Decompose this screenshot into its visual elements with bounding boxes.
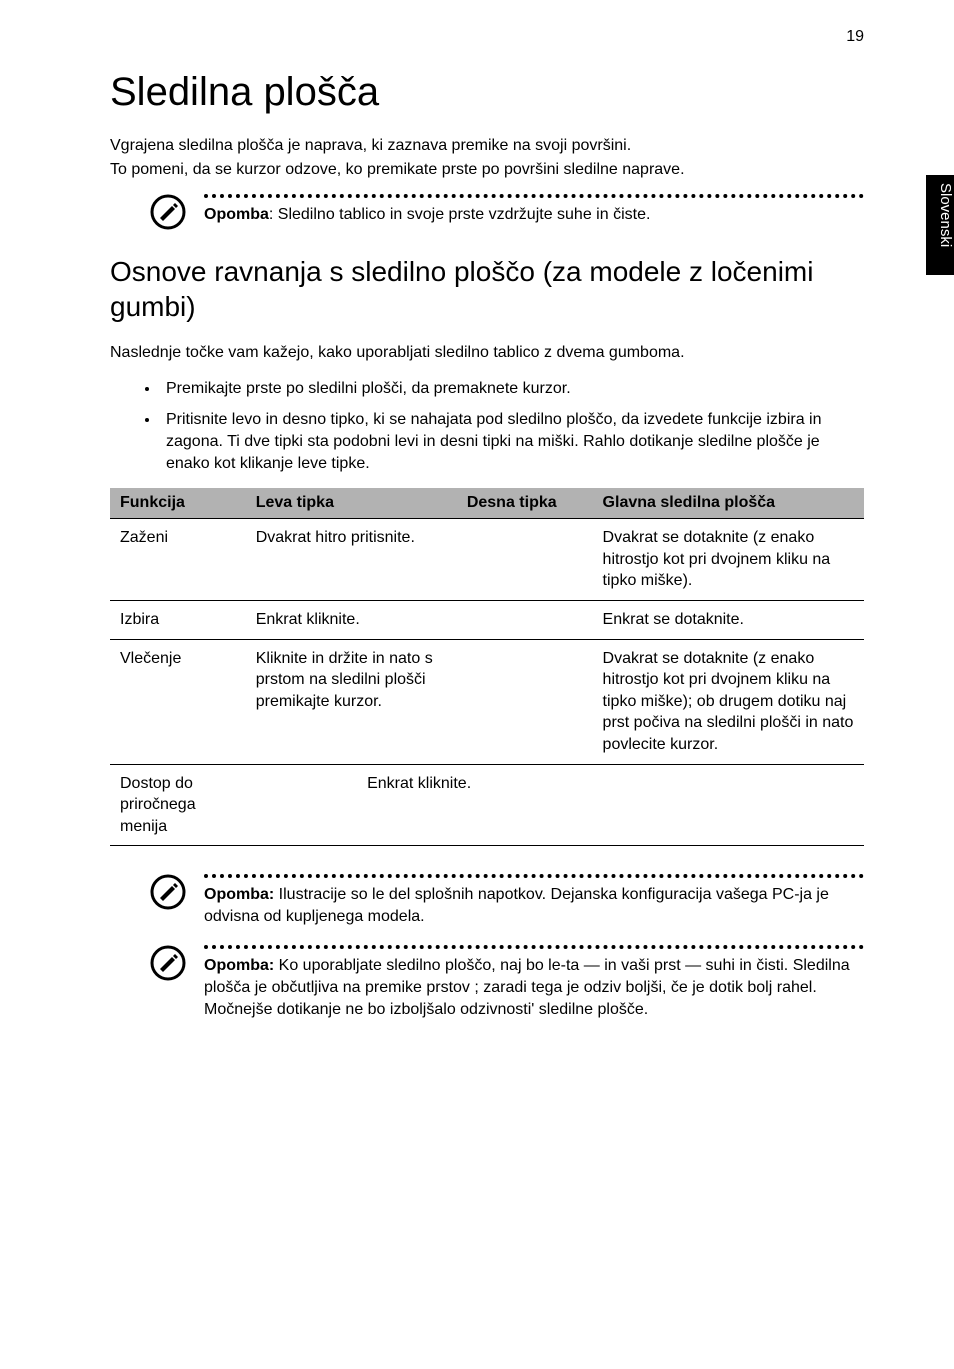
table-row: Dostop do priročnega menija Enkrat klikn…	[110, 764, 864, 846]
note-text-2: Opomba: Ilustracije so le del splošnih n…	[204, 884, 864, 927]
note-divider	[204, 945, 864, 949]
page-title: Sledilna plošča	[110, 70, 864, 115]
note-block-3: Opomba: Ko uporabljate sledilno ploščo, …	[150, 945, 864, 1020]
note-label: Opomba	[204, 206, 269, 223]
bullet-list: Premikajte prste po sledilni plošči, da …	[110, 378, 864, 474]
table-cell: Vlečenje	[110, 639, 246, 764]
table-cell: Dostop do priročnega menija	[110, 764, 246, 846]
table-row: Izbira Enkrat kliknite. Enkrat se dotakn…	[110, 600, 864, 639]
table-cell: Dvakrat se dotaknite (z enako hitrostjo …	[593, 519, 864, 601]
table-cell: Enkrat kliknite.	[246, 600, 457, 639]
language-tab: Slovenski	[926, 175, 954, 275]
note-icon	[150, 874, 186, 910]
table-cell	[457, 600, 593, 639]
note-divider	[204, 194, 864, 198]
note-divider	[204, 874, 864, 878]
table-cell: Dvakrat hitro pritisnite.	[246, 519, 457, 601]
function-table: Funkcija Leva tipka Desna tipka Glavna s…	[110, 488, 864, 846]
note-text-3: Opomba: Ko uporabljate sledilno ploščo, …	[204, 955, 864, 1020]
note-body: : Sledilno tablico in svoje prste vzdržu…	[269, 206, 651, 223]
section-heading: Osnove ravnanja s sledilno ploščo (za mo…	[110, 254, 864, 324]
note-block-1: Opomba: Sledilno tablico in svoje prste …	[150, 194, 864, 230]
table-header-row: Funkcija Leva tipka Desna tipka Glavna s…	[110, 488, 864, 519]
table-cell: Dvakrat se dotaknite (z enako hitrostjo …	[593, 639, 864, 764]
table-cell: Enkrat se dotaknite.	[593, 600, 864, 639]
table-header: Leva tipka	[246, 488, 457, 519]
note-label: Opomba:	[204, 957, 274, 974]
table-header: Desna tipka	[457, 488, 593, 519]
note-text-1: Opomba: Sledilno tablico in svoje prste …	[204, 204, 864, 226]
list-item: Pritisnite levo in desno tipko, ki se na…	[160, 409, 864, 474]
intro-paragraph-2: To pomeni, da se kurzor odzove, ko premi…	[110, 159, 864, 181]
table-cell: Kliknite in držite in nato s prstom na s…	[246, 639, 457, 764]
note-content-3: Opomba: Ko uporabljate sledilno ploščo, …	[204, 945, 864, 1020]
list-item: Premikajte prste po sledilni plošči, da …	[160, 378, 864, 400]
table-cell	[593, 764, 864, 846]
note-block-2: Opomba: Ilustracije so le del splošnih n…	[150, 874, 864, 927]
note-label: Opomba:	[204, 886, 274, 903]
table-cell	[457, 639, 593, 764]
section-intro: Naslednje točke vam kažejo, kako uporabl…	[110, 342, 864, 364]
page-number: 19	[846, 28, 864, 46]
table-header: Glavna sledilna plošča	[593, 488, 864, 519]
table-cell	[457, 519, 593, 601]
table-cell: Zaženi	[110, 519, 246, 601]
note-body: Ko uporabljate sledilno ploščo, naj bo l…	[204, 957, 850, 1017]
intro-paragraph-1: Vgrajena sledilna plošča je naprava, ki …	[110, 135, 864, 157]
table-cell: Enkrat kliknite.	[246, 764, 593, 846]
table-header: Funkcija	[110, 488, 246, 519]
table-cell: Izbira	[110, 600, 246, 639]
table-row: Vlečenje Kliknite in držite in nato s pr…	[110, 639, 864, 764]
note-body: Ilustracije so le del splošnih napotkov.…	[204, 886, 829, 925]
table-row: Zaženi Dvakrat hitro pritisnite. Dvakrat…	[110, 519, 864, 601]
note-icon	[150, 194, 186, 230]
note-content-1: Opomba: Sledilno tablico in svoje prste …	[204, 194, 864, 226]
note-content-2: Opomba: Ilustracije so le del splošnih n…	[204, 874, 864, 927]
note-icon	[150, 945, 186, 981]
page: 19 Slovenski Sledilna plošča Vgrajena sl…	[0, 0, 954, 1369]
